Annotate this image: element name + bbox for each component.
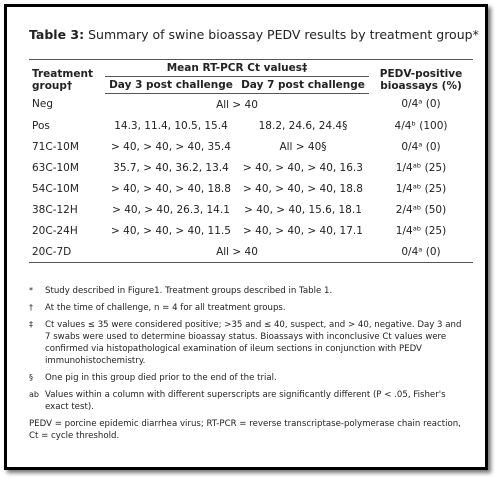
header-row: Treatment group† Mean RT-PCR Ct values‡ …: [29, 59, 473, 94]
table-cell: > 40, > 40, > 40, 11.5: [111, 224, 231, 237]
footnote-marker: *: [29, 286, 33, 295]
table-cell: 63C-10M: [32, 161, 79, 174]
footnote-text: Values within a column with different su…: [45, 390, 446, 412]
footnote: § One pig in this group died prior to the…: [29, 372, 469, 384]
title-label: Table 3:: [29, 27, 85, 42]
footnote-text: Ct values ≤ 35 were considered positive;…: [45, 320, 462, 366]
table-cell: All > 40: [105, 241, 369, 263]
footnote: ‡ Ct values ≤ 35 were considered positive…: [29, 319, 469, 367]
table-body: Neg All > 40 0/4ᵃ (0) Pos 14.3, 11.4, 10.5, …: [29, 94, 473, 263]
table-cell: 0/4ᵃ (0): [401, 140, 441, 153]
header-cell: Mean RT-PCR Ct values‡: [105, 59, 369, 77]
table-cell: Neg: [32, 98, 53, 111]
footnote-marker: †: [29, 303, 33, 312]
table-cell: 71C-10M: [32, 140, 79, 153]
table-cell: 14.3, 11.4, 10.5, 15.4: [114, 119, 228, 132]
table-cell: 1/4ᵃᵇ (25): [395, 224, 447, 237]
table-cell: All > 40: [216, 98, 258, 111]
table-cell: Pos: [32, 119, 50, 132]
table-row: 71C-10M > 40, > 40, > 40, 35.4 All > 40§ 0/…: [29, 136, 473, 157]
table-cell: 54C-10M: [32, 182, 79, 195]
header-cell: Treatment group†: [29, 59, 105, 94]
table-title: Table 3: Summary of swine bioassay PEDV …: [29, 27, 479, 42]
table-cell: > 40, > 40, 15.6, 18.1: [244, 203, 362, 216]
table-cell: > 40, > 40, > 40, 18.8: [243, 182, 363, 195]
footnote-marker: ‡: [29, 320, 33, 329]
footnote-marker: ab: [29, 390, 39, 399]
footnote: * Study described in Figure1. Treatment g…: [29, 285, 469, 297]
footnote-marker: §: [29, 373, 33, 382]
footnote: ab Values within a column with different …: [29, 389, 469, 413]
frame: Table 3: Summary of swine bioassay PEDV …: [4, 4, 488, 470]
footnote-text: Study described in Figure1. Treatment gr…: [45, 286, 333, 296]
table-row: Pos 14.3, 11.4, 10.5, 15.4 18.2, 24.6, 24.…: [29, 115, 473, 136]
header-cell: Day 7 post challenge: [237, 76, 369, 94]
table-cell: 18.2, 24.6, 24.4§: [258, 119, 348, 132]
footnote-text: One pig in this group died prior to the …: [45, 373, 277, 383]
table-cell: > 40, > 40, 26.3, 14.1: [112, 203, 230, 216]
table-cell: 38C-12H: [32, 203, 78, 216]
table-cell: > 40, > 40, > 40, 18.8: [111, 182, 231, 195]
footnote-text: At the time of challenge, n = 4 for all …: [45, 303, 286, 313]
table-cell: 35.7, > 40, 36.2, 13.4: [113, 161, 229, 174]
header-cell: PEDV-positive bioassays (%): [369, 59, 473, 94]
table-cell: All > 40§: [279, 140, 327, 153]
table-cell: 20C-7D: [29, 241, 105, 263]
table-cell: > 40, > 40, > 40, 16.3: [243, 161, 363, 174]
table-cell: 1/4ᵃᵇ (25): [395, 182, 447, 195]
table-cell: > 40, > 40, > 40, 35.4: [111, 140, 231, 153]
table-row: 20C-24H > 40, > 40, > 40, 11.5 > 40, > 40,…: [29, 220, 473, 241]
results-table: Treatment group† Mean RT-PCR Ct values‡ …: [29, 59, 473, 263]
abbreviations: PEDV = porcine epidemic diarrhea virus; …: [29, 419, 461, 441]
footnotes: * Study described in Figure1. Treatment g…: [29, 285, 469, 442]
table-cell: > 40, > 40, > 40, 17.1: [243, 224, 363, 237]
table-head: Treatment group† Mean RT-PCR Ct values‡ …: [29, 59, 473, 94]
header-row: Day 3 post challenge Day 7 post challeng…: [29, 76, 473, 94]
table-cell: 4/4ᵇ (100): [394, 119, 448, 132]
title-text: Summary of swine bioassay PEDV results b…: [88, 27, 479, 42]
footnote: † At the time of challenge, n = 4 for all…: [29, 302, 469, 314]
table-cell: 1/4ᵃᵇ (25): [395, 161, 447, 174]
table-cell: 0/4ᵃ (0): [369, 241, 473, 263]
table-row: 54C-10M > 40, > 40, > 40, 18.8 > 40, > 40,…: [29, 178, 473, 199]
table-row: Neg All > 40 0/4ᵃ (0): [29, 94, 473, 116]
table-row: 20C-7D All > 40 0/4ᵃ (0): [29, 241, 473, 263]
table-row: 38C-12H > 40, > 40, 26.3, 14.1 > 40, > 40,…: [29, 199, 473, 220]
table-cell: 20C-24H: [32, 224, 78, 237]
table-cell: 0/4ᵃ (0): [401, 98, 441, 111]
header-cell: Day 3 post challenge: [105, 76, 237, 94]
table-row: 63C-10M 35.7, > 40, 36.2, 13.4 > 40, > 40,…: [29, 157, 473, 178]
table-cell: 2/4ᵃᵇ (50): [395, 203, 447, 216]
